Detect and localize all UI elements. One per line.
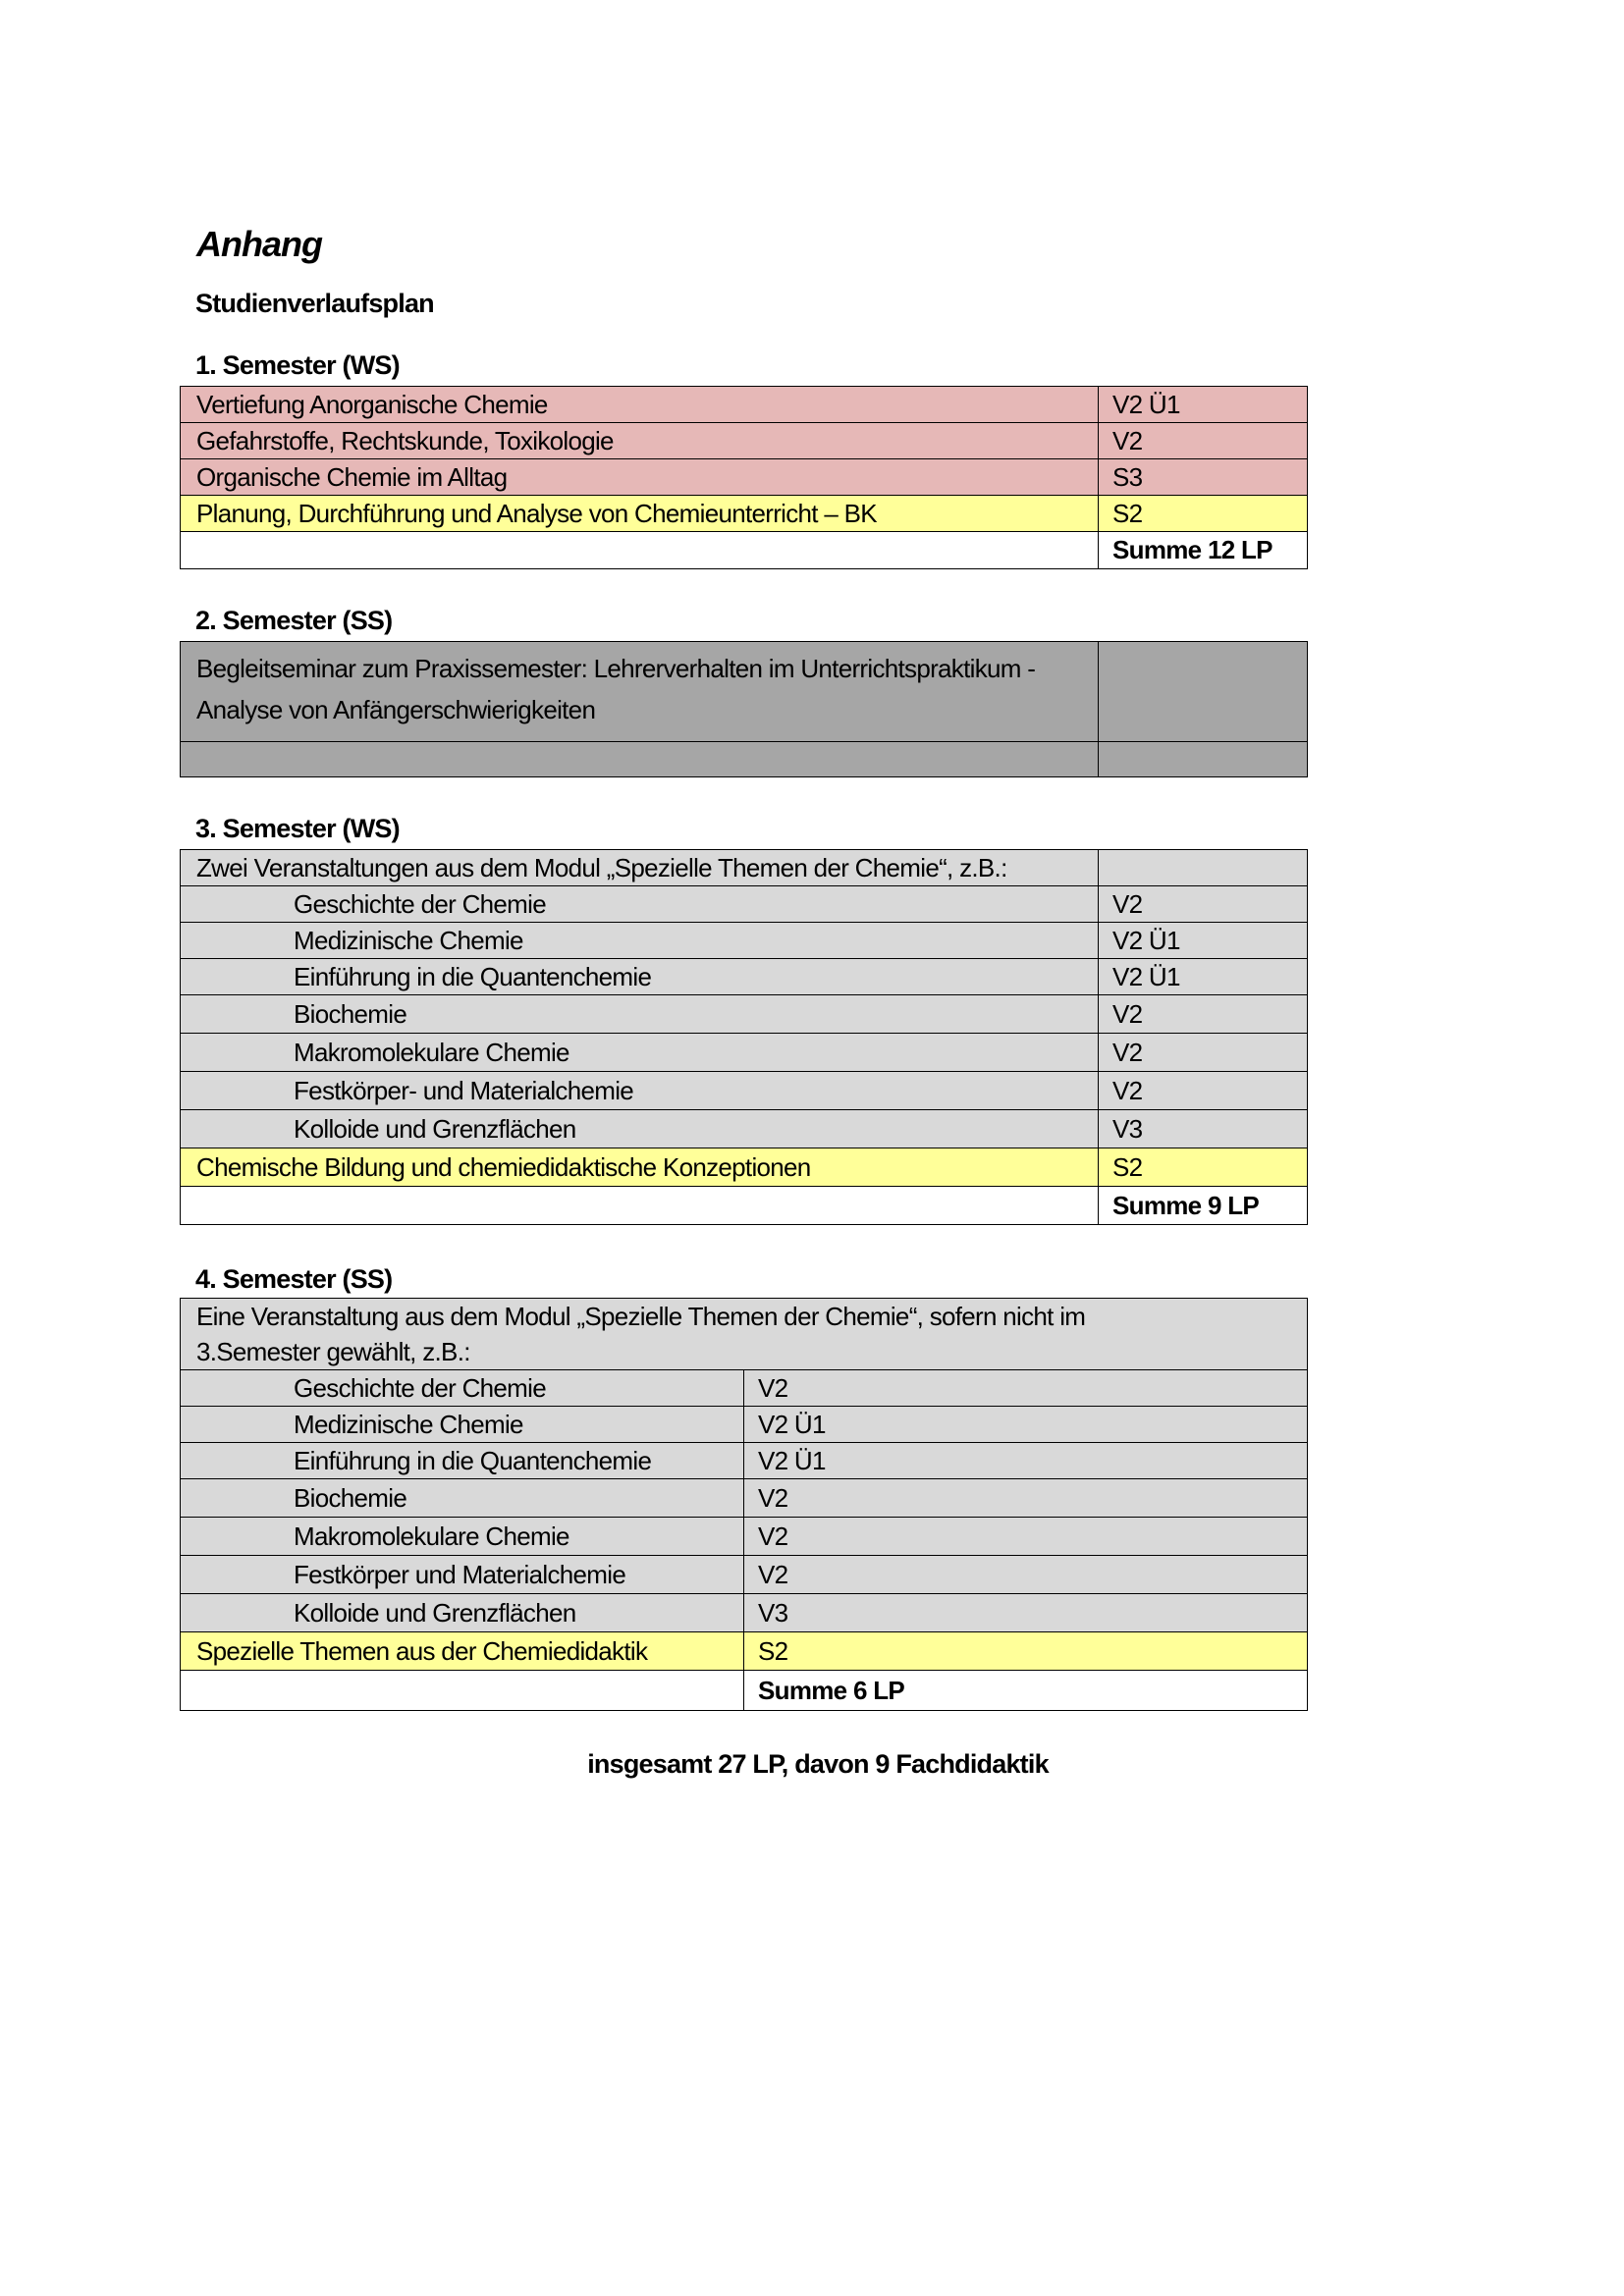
course-name: Spezielle Themen aus der Chemiedidaktik xyxy=(180,1631,744,1671)
sum-row: Summe 12 LP xyxy=(180,531,1308,569)
course-type: V2 xyxy=(1098,885,1308,923)
course-name: Makromolekulare Chemie xyxy=(180,1517,744,1556)
course-type: V2 Ü1 xyxy=(1098,922,1308,959)
course-type: V2 Ü1 xyxy=(1098,386,1308,423)
course-type: V2 xyxy=(1098,1033,1308,1072)
semester-2-heading: 2. Semester (SS) xyxy=(195,606,393,635)
table-row: Makromolekulare Chemie V2 xyxy=(180,1033,1308,1072)
course-name: Geschichte der Chemie xyxy=(180,885,1099,923)
table-row: Geschichte der Chemie V2 xyxy=(180,1369,1308,1407)
sum-value: Summe 9 LP xyxy=(1098,1186,1308,1225)
table-row: Biochemie V2 xyxy=(180,1478,1308,1518)
course-type: S3 xyxy=(1098,458,1308,496)
course-type: V2 Ü1 xyxy=(743,1406,1308,1443)
semester-1-heading: 1. Semester (WS) xyxy=(195,350,401,380)
intro-row: Eine Veranstaltung aus dem Modul „Spezie… xyxy=(180,1298,1308,1370)
course-name: Organische Chemie im Alltag xyxy=(180,458,1099,496)
semester-3-table: Zwei Veranstaltungen aus dem Modul „Spez… xyxy=(180,849,1308,1225)
table-row: Biochemie V2 xyxy=(180,994,1308,1034)
intro-row: Zwei Veranstaltungen aus dem Modul „Spez… xyxy=(180,849,1308,886)
course-type: S2 xyxy=(743,1631,1308,1671)
table-row xyxy=(180,741,1308,777)
course-type: V3 xyxy=(1098,1109,1308,1148)
course-type xyxy=(1098,641,1308,742)
course-name: Begleitseminar zum Praxissemester: Lehre… xyxy=(180,641,1099,742)
course-name: Planung, Durchführung und Analyse von Ch… xyxy=(180,495,1099,532)
total-summary: insgesamt 27 LP, davon 9 Fachdidaktik xyxy=(587,1749,1049,1779)
table-row: Gefahrstoffe, Rechtskunde, Toxikologie V2 xyxy=(180,422,1308,459)
table-row: Vertiefung Anorganische Chemie V2 Ü1 xyxy=(180,386,1308,423)
course-type: V3 xyxy=(743,1593,1308,1632)
table-row: Einführung in die Quantenchemie V2 Ü1 xyxy=(180,958,1308,995)
course-name: Medizinische Chemie xyxy=(180,1406,744,1443)
course-name: Medizinische Chemie xyxy=(180,922,1099,959)
table-row: Medizinische Chemie V2 Ü1 xyxy=(180,922,1308,959)
semester-4-heading: 4. Semester (SS) xyxy=(195,1264,393,1294)
table-row: Spezielle Themen aus der Chemiedidaktik S… xyxy=(180,1631,1308,1671)
table-row: Organische Chemie im Alltag S3 xyxy=(180,458,1308,496)
table-row: Kolloide und Grenzflächen V3 xyxy=(180,1109,1308,1148)
semester-2-table: Begleitseminar zum Praxissemester: Lehre… xyxy=(180,641,1308,777)
course-type: V2 xyxy=(1098,994,1308,1034)
table-row: Festkörper- und Materialchemie V2 xyxy=(180,1071,1308,1110)
course-type: V2 xyxy=(743,1555,1308,1594)
course-type: V2 Ü1 xyxy=(1098,958,1308,995)
intro-text: Zwei Veranstaltungen aus dem Modul „Spez… xyxy=(180,849,1099,886)
page-title: Anhang xyxy=(196,224,323,264)
course-name: Kolloide und Grenzflächen xyxy=(180,1593,744,1632)
table-row: Begleitseminar zum Praxissemester: Lehre… xyxy=(180,641,1308,742)
course-name: Biochemie xyxy=(180,994,1099,1034)
table-row: Geschichte der Chemie V2 xyxy=(180,885,1308,923)
course-name: Festkörper und Materialchemie xyxy=(180,1555,744,1594)
table-row: Planung, Durchführung und Analyse von Ch… xyxy=(180,495,1308,532)
course-type: S2 xyxy=(1098,1148,1308,1187)
course-name: Makromolekulare Chemie xyxy=(180,1033,1099,1072)
table-row: Einführung in die Quantenchemie V2 Ü1 xyxy=(180,1442,1308,1479)
table-row: Medizinische Chemie V2 Ü1 xyxy=(180,1406,1308,1443)
semester-1-table: Vertiefung Anorganische Chemie V2 Ü1 Gefa… xyxy=(180,386,1308,569)
course-type: V2 xyxy=(743,1517,1308,1556)
course-type: V2 Ü1 xyxy=(743,1442,1308,1479)
course-type: V2 xyxy=(1098,422,1308,459)
table-row: Makromolekulare Chemie V2 xyxy=(180,1517,1308,1556)
course-name: Geschichte der Chemie xyxy=(180,1369,744,1407)
course-name: Festkörper- und Materialchemie xyxy=(180,1071,1099,1110)
table-row: Festkörper und Materialchemie V2 xyxy=(180,1555,1308,1594)
course-name: Biochemie xyxy=(180,1478,744,1518)
page-subtitle: Studienverlaufsplan xyxy=(195,289,435,318)
course-type: V2 xyxy=(743,1478,1308,1518)
sum-row: Summe 9 LP xyxy=(180,1186,1308,1225)
course-name: Gefahrstoffe, Rechtskunde, Toxikologie xyxy=(180,422,1099,459)
sum-value: Summe 12 LP xyxy=(1098,531,1308,569)
table-row: Chemische Bildung und chemiedidaktische … xyxy=(180,1148,1308,1187)
course-name: Einführung in die Quantenchemie xyxy=(180,1442,744,1479)
course-type: V2 xyxy=(1098,1071,1308,1110)
course-name: Kolloide und Grenzflächen xyxy=(180,1109,1099,1148)
course-name: Einführung in die Quantenchemie xyxy=(180,958,1099,995)
sum-value: Summe 6 LP xyxy=(743,1670,1308,1711)
table-row: Kolloide und Grenzflächen V3 xyxy=(180,1593,1308,1632)
course-name: Chemische Bildung und chemiedidaktische … xyxy=(180,1148,1099,1187)
course-type: V2 xyxy=(743,1369,1308,1407)
semester-4-table: Eine Veranstaltung aus dem Modul „Spezie… xyxy=(180,1298,1308,1711)
intro-text: Eine Veranstaltung aus dem Modul „Spezie… xyxy=(180,1298,1308,1370)
semester-3-heading: 3. Semester (WS) xyxy=(195,814,401,843)
course-type: S2 xyxy=(1098,495,1308,532)
sum-row: Summe 6 LP xyxy=(180,1670,1308,1711)
course-name: Vertiefung Anorganische Chemie xyxy=(180,386,1099,423)
